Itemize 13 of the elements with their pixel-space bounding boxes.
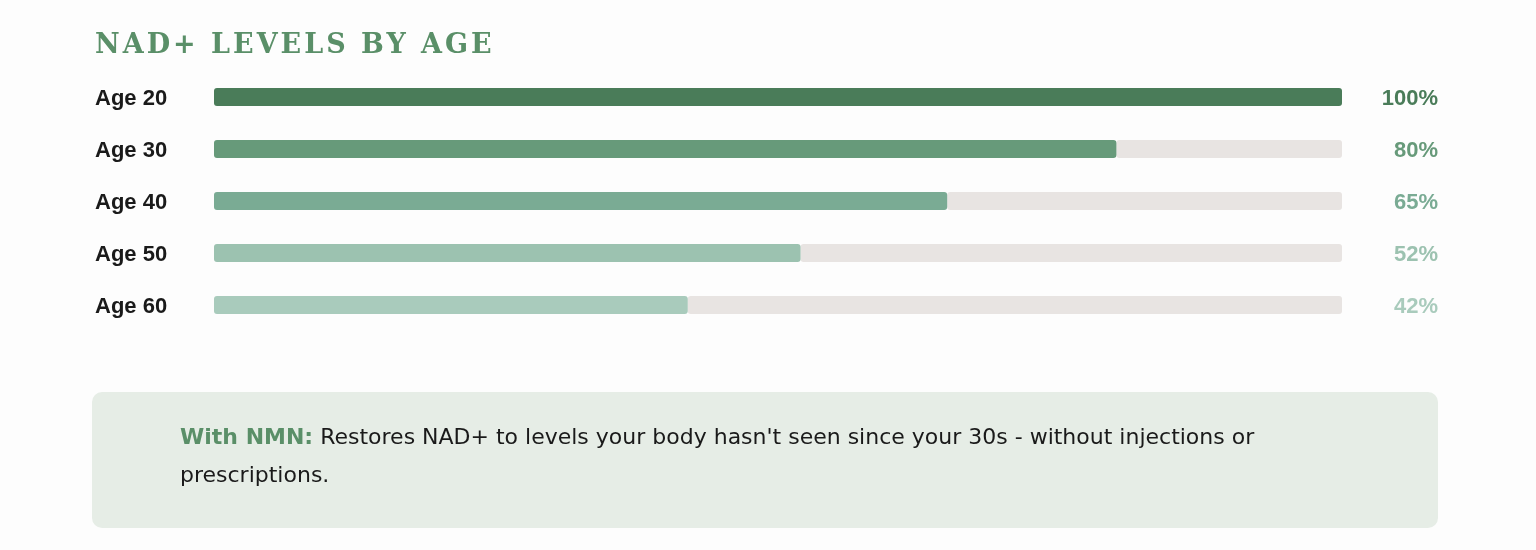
bar	[214, 88, 1342, 106]
y-tick-label: Age 30	[95, 137, 168, 162]
data-label: 65%	[1393, 189, 1438, 214]
chart-title: NAD+ LEVELS BY AGE	[95, 28, 495, 59]
y-tick-label: Age 60	[95, 293, 168, 318]
y-tick-label: Age 50	[95, 241, 168, 266]
data-label: 100%	[1381, 85, 1438, 110]
data-label: 52%	[1393, 241, 1438, 266]
y-tick-label: Age 20	[95, 85, 168, 110]
text: With NMN: Restores NAD+ to levels your body hasn't seen since your 30s - without injections or prescriptions.	[180, 423, 1256, 489]
data-label: 80%	[1393, 137, 1438, 162]
data-label: 42%	[1393, 293, 1438, 318]
y-tick-label: Age 40	[95, 189, 168, 214]
